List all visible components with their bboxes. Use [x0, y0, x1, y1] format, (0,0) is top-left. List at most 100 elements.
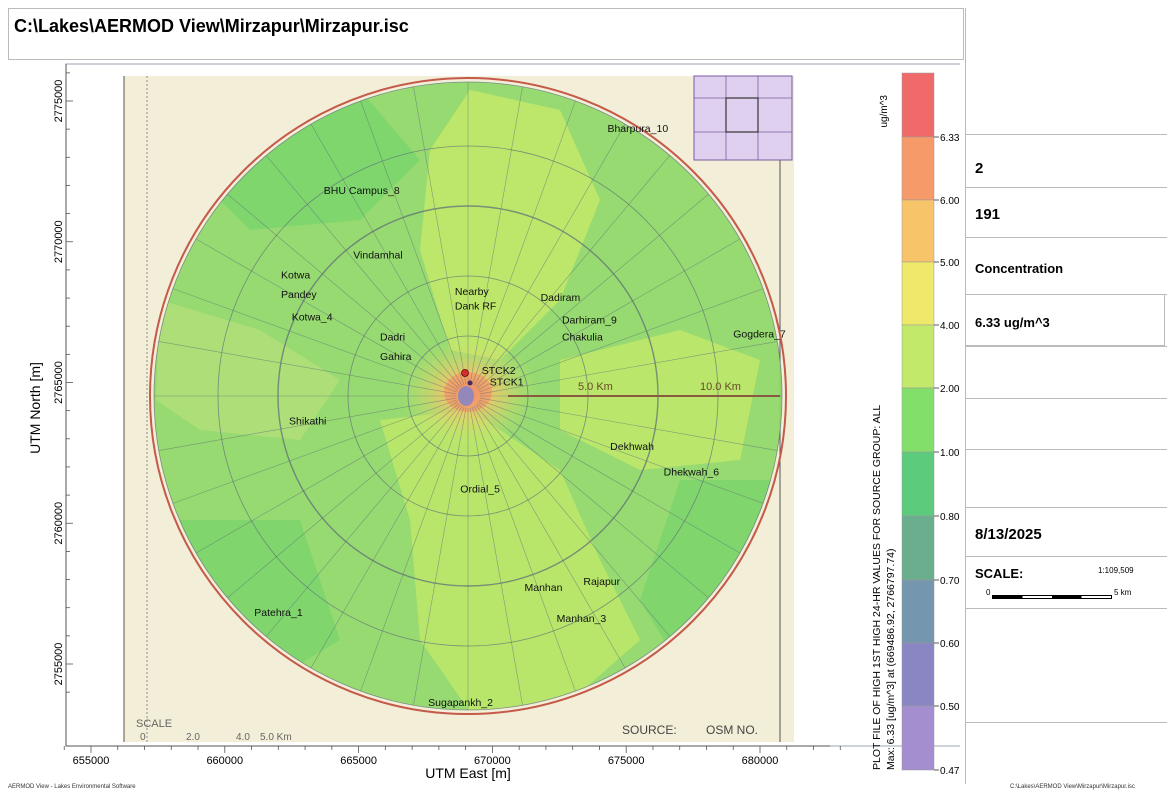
polar-grid-spoke: [478, 238, 741, 391]
polar-grid-spoke: [310, 406, 463, 669]
polar-grid-spoke: [476, 403, 709, 599]
legend-swatch: [901, 72, 935, 138]
x-tick-label: 655000: [73, 755, 110, 767]
place-labels: Bharpura_10 BHU Campus_8 Vindamhal Kotwa Pan…: [254, 123, 786, 709]
legend-swatch: [901, 387, 935, 453]
polar-grid-spoke: [360, 407, 465, 692]
legend-break-label: 6.33: [940, 133, 960, 144]
y-tick-label: 2765000: [53, 361, 65, 404]
polar-grid-spoke: [479, 399, 764, 504]
place-label: Nearby: [455, 286, 490, 298]
footer-left: AERMOD View - Lakes Environmental Softwa…: [8, 784, 136, 790]
polar-grid-spoke: [471, 407, 576, 692]
place-label: Rajapur: [583, 576, 620, 588]
contour-map-plot[interactable]: 5.0 Km 10.0 Km Bharpura_10 BHU Campus_8 Vi…: [0, 0, 960, 784]
polar-grid-spoke: [195, 401, 458, 554]
title-box: [8, 8, 964, 60]
legend-caption-plot: PLOT FILE OF HIGH 1ST HIGH 24-HR VALUES …: [871, 405, 883, 770]
x-tick-label: 675000: [608, 755, 645, 767]
polar-grid-spoke: [172, 399, 457, 504]
polar-grid-spoke: [310, 123, 463, 386]
scale-bar-zero: 0: [986, 588, 991, 597]
polar-grid-spoke: [469, 407, 523, 706]
place-label: Pandey: [281, 289, 317, 301]
output-type: Concentration: [975, 261, 1064, 276]
source-marker-stck1[interactable]: [467, 380, 473, 386]
polar-grid-spoke: [473, 123, 626, 386]
source-marker-stck2[interactable]: [461, 369, 469, 377]
y-tick-label: 2775000: [53, 80, 65, 123]
scale-bar-km: 5 km: [1114, 588, 1132, 597]
place-label: STCK2: [482, 365, 516, 377]
legend-unit: ug/m^3: [879, 95, 890, 128]
ring-label-5km: 5.0 Km: [578, 381, 613, 393]
domain-boundary-circle: [149, 77, 787, 715]
osm-label: OSM NO.: [706, 723, 758, 737]
place-label: Ordial_5: [460, 483, 500, 495]
polar-grid-spoke: [158, 341, 457, 395]
place-label: STCK1: [490, 376, 524, 388]
x-tick-label: 680000: [742, 755, 779, 767]
place-label: Kotwa_4: [292, 312, 333, 324]
place-label: Bharpura_10: [607, 123, 668, 135]
legend-break-label: 0.60: [940, 639, 960, 650]
polar-grid-spoke: [479, 397, 778, 451]
place-label: Manhan: [525, 582, 563, 594]
scale-ratio: 1:109,509: [1098, 566, 1134, 575]
place-label: Manhan_3: [557, 613, 607, 625]
map-scale-tick-0: 0: [140, 732, 146, 743]
place-label: Vindamhal: [353, 250, 402, 262]
legend-swatch: [901, 579, 935, 644]
legend-break-label: 5.00: [940, 258, 960, 269]
polar-grid-spoke: [265, 404, 461, 637]
map-scale-title: SCALE: [136, 718, 172, 730]
legend-swatch: [901, 261, 935, 326]
x-tick-label: 670000: [474, 755, 511, 767]
place-label: Sugapankh_2: [428, 697, 493, 709]
map-scale-tick-2: 2.0: [186, 732, 200, 743]
polar-grid-spoke: [478, 401, 741, 554]
sources-count: 2: [975, 160, 984, 177]
legend-break-label: 4.00: [940, 321, 960, 332]
legend-break-label: 0.80: [940, 512, 960, 523]
polar-grid-spoke: [473, 406, 626, 669]
map-scale-tick-4: 4.0: [236, 732, 250, 743]
place-label: Darhiram_9: [562, 314, 617, 326]
max-value-box: [965, 294, 1165, 346]
legend-break-label: 6.00: [940, 196, 960, 207]
page-title: C:\Lakes\AERMOD View\Mirzapur\Mirzapur.i…: [14, 16, 409, 36]
place-label: Gahira: [380, 351, 412, 363]
y-axis-label: UTM North [m]: [27, 362, 43, 454]
footer-right: C:\Lakes\AERMOD View\Mirzapur\Mirzapur.i…: [1010, 784, 1135, 790]
legend-break-label: 2.00: [940, 384, 960, 395]
x-axis-label: UTM East [m]: [425, 765, 511, 781]
legend-break-label: 0.70: [940, 576, 960, 587]
y-tick-label: 2755000: [53, 643, 65, 686]
place-label: Chakulia: [562, 331, 603, 343]
x-tick-label: 660000: [206, 755, 243, 767]
y-axis: 2775000 2770000 2765000 2760000 2755000: [53, 64, 73, 746]
place-label: Dhekwah_6: [664, 466, 720, 478]
place-label: Dadri: [380, 331, 405, 343]
legend-swatch: [901, 705, 935, 771]
receptors-count: 191: [975, 206, 1001, 223]
polar-grid-spoke: [195, 238, 458, 391]
legend-swatch: [901, 642, 935, 707]
ring-label-10km: 10.0 Km: [700, 381, 741, 393]
y-tick-label: 2770000: [53, 220, 65, 263]
polar-grid-spoke: [265, 155, 461, 388]
polar-grid-spoke: [360, 100, 465, 385]
map-scale-tick-5: 5.0 Km: [260, 732, 292, 743]
info-panel: [965, 8, 1168, 784]
source-label: SOURCE:: [622, 723, 677, 737]
place-label: BHU Campus_8: [324, 185, 400, 197]
max-value: 6.33 ug/m^3: [975, 315, 1050, 330]
place-label: Shikathi: [289, 416, 326, 428]
legend-swatch: [901, 199, 935, 263]
polar-grid-spoke: [227, 193, 460, 389]
place-label: Patehra_1: [254, 607, 303, 619]
polar-grid-spoke: [475, 155, 671, 388]
polar-grid-spoke: [158, 397, 457, 451]
color-legend: 6.33 6.00 5.00 4.00 2.00 1.00 0.80 0.70 0.60 0.50…: [901, 72, 960, 777]
polar-grid-spoke: [227, 403, 460, 599]
